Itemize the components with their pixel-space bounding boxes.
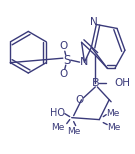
Text: OH: OH xyxy=(114,78,130,88)
Text: O: O xyxy=(60,41,68,51)
Text: O: O xyxy=(60,69,68,79)
Text: S: S xyxy=(63,54,70,67)
Text: B: B xyxy=(92,78,99,88)
Text: O: O xyxy=(75,95,84,105)
Text: N: N xyxy=(90,18,98,28)
Text: HO: HO xyxy=(50,108,65,118)
Text: Me: Me xyxy=(107,123,121,132)
Text: Me: Me xyxy=(51,123,65,132)
Text: Me: Me xyxy=(67,127,80,136)
Text: N: N xyxy=(80,57,89,67)
Text: Me: Me xyxy=(106,109,120,118)
